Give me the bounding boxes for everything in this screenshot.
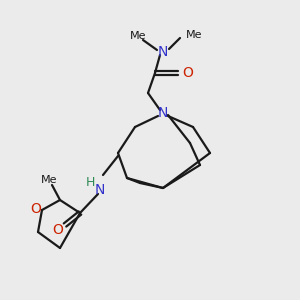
Text: Me: Me <box>130 31 146 41</box>
Text: O: O <box>31 202 41 216</box>
Text: O: O <box>52 223 63 237</box>
Text: N: N <box>158 45 168 59</box>
Text: O: O <box>182 66 193 80</box>
Text: N: N <box>158 106 168 120</box>
Text: H: H <box>85 176 95 190</box>
Text: N: N <box>95 183 105 197</box>
Text: Me: Me <box>41 175 57 185</box>
Text: Me: Me <box>186 30 202 40</box>
